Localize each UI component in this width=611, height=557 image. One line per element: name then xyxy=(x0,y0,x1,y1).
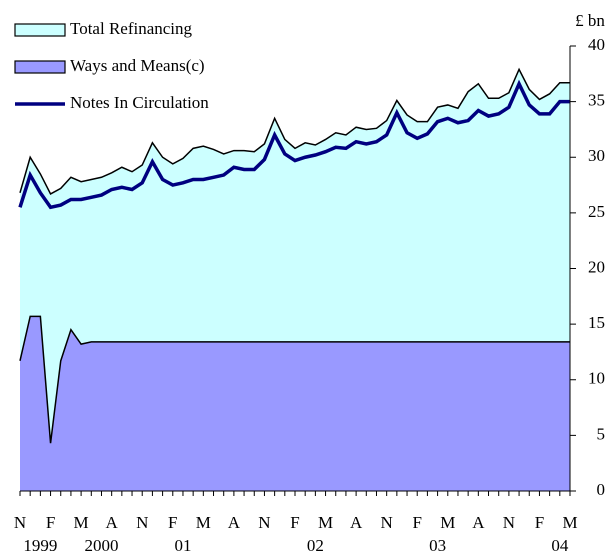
x-tick-label: N xyxy=(258,513,270,532)
x-tick-label: F xyxy=(535,513,544,532)
legend-swatch xyxy=(14,23,66,37)
y-tick-label: 35 xyxy=(588,91,605,110)
y-tick-label: 5 xyxy=(597,424,606,443)
x-group-label: 01 xyxy=(174,536,191,555)
y-tick-label: 30 xyxy=(588,146,605,165)
y-tick-label: 20 xyxy=(588,257,605,276)
x-group-label: 03 xyxy=(429,536,446,555)
x-tick-label: A xyxy=(106,513,119,532)
legend-label: Ways and Means(c) xyxy=(70,56,205,75)
x-group-label: 2000 xyxy=(84,536,118,555)
x-tick-label: M xyxy=(318,513,333,532)
x-tick-label: N xyxy=(136,513,148,532)
x-tick-label: A xyxy=(228,513,241,532)
x-group-label: 1999 xyxy=(23,536,57,555)
area-outline xyxy=(19,315,570,444)
y-unit-label: £ bn xyxy=(575,11,605,30)
x-group-label: 02 xyxy=(307,536,324,555)
legend: Total Refinancing Ways and Means(c) Notes … xyxy=(14,19,209,112)
x-tick-label: M xyxy=(74,513,89,532)
legend-swatch xyxy=(14,60,66,74)
x-tick-label: N xyxy=(381,513,393,532)
x-tick-label: F xyxy=(290,513,299,532)
x-tick-label: F xyxy=(412,513,421,532)
y-tick-label: 15 xyxy=(588,313,605,332)
x-tick-label: F xyxy=(168,513,177,532)
x-tick-label: N xyxy=(14,513,26,532)
y-tick-label: 0 xyxy=(597,480,606,499)
line xyxy=(18,79,570,210)
x-tick-label: M xyxy=(562,513,577,532)
x-tick-label: A xyxy=(350,513,363,532)
legend-label: Total Refinancing xyxy=(70,19,193,38)
y-tick-label: 40 xyxy=(588,35,605,54)
x-tick-label: N xyxy=(503,513,515,532)
x-tick-label: M xyxy=(196,513,211,532)
x-tick-label: F xyxy=(46,513,55,532)
legend-label: Notes In Circulation xyxy=(70,93,209,112)
y-tick-label: 10 xyxy=(588,369,605,388)
x-tick-label: M xyxy=(440,513,455,532)
y-tick-label: 25 xyxy=(588,202,605,221)
x-tick-label: A xyxy=(472,513,485,532)
x-group-label: 04 xyxy=(551,536,569,555)
area-outline xyxy=(19,67,570,195)
area xyxy=(20,316,570,491)
